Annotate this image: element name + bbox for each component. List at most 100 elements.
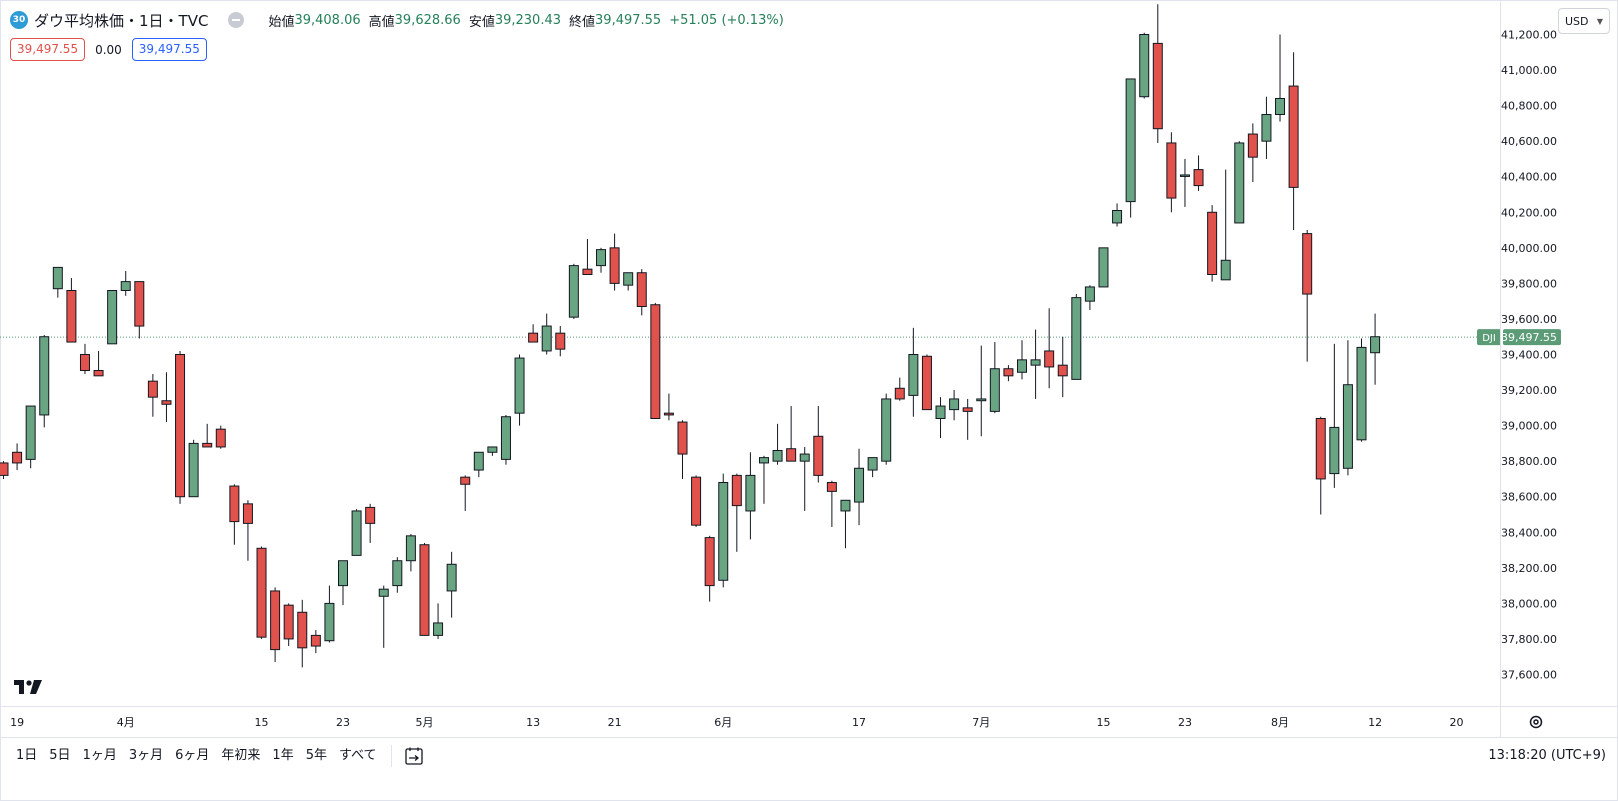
- candle[interactable]: [935, 397, 946, 439]
- candle[interactable]: [161, 372, 172, 423]
- candle[interactable]: [188, 439, 199, 498]
- candle[interactable]: [52, 266, 63, 298]
- candle[interactable]: [378, 585, 389, 648]
- candle[interactable]: [1017, 340, 1027, 380]
- candle[interactable]: [433, 603, 444, 639]
- candle[interactable]: [528, 324, 539, 343]
- candle[interactable]: [419, 542, 430, 636]
- candle[interactable]: [921, 354, 932, 411]
- candle[interactable]: [1275, 34, 1286, 122]
- candle[interactable]: [1112, 203, 1123, 227]
- candle[interactable]: [609, 233, 620, 291]
- candle[interactable]: [310, 630, 321, 654]
- candle[interactable]: [351, 509, 362, 556]
- range-button[interactable]: 1年: [272, 748, 294, 763]
- candle[interactable]: [175, 350, 186, 504]
- candle[interactable]: [745, 452, 756, 540]
- candle[interactable]: [1302, 230, 1313, 362]
- candle[interactable]: [473, 451, 484, 478]
- candle[interactable]: [25, 405, 36, 469]
- candle[interactable]: [0, 461, 9, 479]
- candle[interactable]: [487, 446, 498, 456]
- candle[interactable]: [541, 313, 552, 355]
- candle[interactable]: [786, 406, 797, 462]
- candle[interactable]: [1044, 308, 1055, 389]
- candle[interactable]: [881, 393, 892, 465]
- candle[interactable]: [894, 377, 905, 401]
- candle[interactable]: [1166, 132, 1177, 213]
- range-button[interactable]: すべて: [338, 748, 377, 763]
- candle[interactable]: [596, 247, 607, 273]
- candle[interactable]: [555, 326, 566, 357]
- candle[interactable]: [229, 484, 240, 545]
- buy-price-button[interactable]: 39,497.55: [131, 38, 207, 61]
- symbol-title[interactable]: ダウ平均株価・1日・TVC: [34, 11, 209, 30]
- candle[interactable]: [1356, 338, 1367, 442]
- candle[interactable]: [460, 475, 471, 511]
- candle[interactable]: [500, 414, 511, 465]
- candle[interactable]: [962, 398, 973, 440]
- candle[interactable]: [1329, 343, 1340, 488]
- range-button[interactable]: 年初来: [221, 748, 261, 763]
- candle[interactable]: [283, 603, 294, 647]
- settings-gear-icon[interactable]: [1528, 714, 1544, 730]
- candle[interactable]: [867, 457, 878, 478]
- candle[interactable]: [1084, 285, 1095, 311]
- sell-price-button[interactable]: 39,497.55: [10, 38, 86, 61]
- candle[interactable]: [1152, 4, 1163, 143]
- candle[interactable]: [134, 281, 145, 339]
- candle[interactable]: [799, 446, 810, 511]
- candle[interactable]: [1220, 169, 1231, 281]
- clock-timezone[interactable]: 13:18:20 (UTC+9): [1488, 748, 1606, 763]
- candle[interactable]: [772, 423, 783, 465]
- candle[interactable]: [324, 585, 335, 643]
- candle[interactable]: [1370, 313, 1381, 385]
- candle[interactable]: [650, 302, 661, 420]
- candle[interactable]: [1030, 329, 1041, 399]
- hide-series-icon[interactable]: [228, 12, 245, 28]
- candle[interactable]: [908, 327, 919, 417]
- candle[interactable]: [1342, 340, 1353, 476]
- candle[interactable]: [107, 290, 118, 345]
- candle[interactable]: [120, 270, 131, 296]
- candle[interactable]: [215, 425, 226, 449]
- candle[interactable]: [813, 406, 824, 483]
- candle[interactable]: [949, 390, 960, 421]
- candle[interactable]: [297, 599, 308, 668]
- candle[interactable]: [392, 557, 403, 593]
- candle[interactable]: [202, 423, 213, 448]
- candle[interactable]: [242, 500, 253, 561]
- candle[interactable]: [568, 263, 579, 319]
- candle[interactable]: [256, 546, 267, 639]
- candle[interactable]: [1179, 158, 1190, 207]
- candle[interactable]: [1003, 365, 1014, 382]
- candle[interactable]: [1207, 205, 1218, 282]
- range-button[interactable]: 5日: [49, 748, 71, 763]
- candle[interactable]: [758, 455, 769, 504]
- candle[interactable]: [976, 345, 987, 437]
- candle[interactable]: [1139, 32, 1150, 99]
- candle[interactable]: [1261, 96, 1272, 159]
- candle[interactable]: [1247, 123, 1258, 183]
- candle[interactable]: [405, 534, 416, 572]
- range-button[interactable]: 5年: [305, 748, 327, 763]
- range-button[interactable]: 3ヶ月: [128, 748, 164, 763]
- candle[interactable]: [514, 354, 525, 426]
- candle[interactable]: [1234, 141, 1245, 224]
- candle[interactable]: [66, 278, 77, 343]
- candle[interactable]: [1125, 78, 1136, 218]
- range-button[interactable]: 1日: [16, 748, 38, 763]
- candle[interactable]: [826, 480, 837, 527]
- candle[interactable]: [1193, 155, 1204, 191]
- candle[interactable]: [623, 272, 634, 291]
- candle[interactable]: [989, 342, 1000, 414]
- currency-select[interactable]: USD ▼: [1558, 8, 1610, 34]
- candle[interactable]: [582, 238, 593, 275]
- candle[interactable]: [1071, 294, 1082, 380]
- range-button[interactable]: 6ヶ月: [175, 748, 210, 763]
- candle[interactable]: [93, 350, 104, 377]
- candle[interactable]: [677, 420, 688, 479]
- candle[interactable]: [12, 443, 23, 471]
- candle[interactable]: [446, 551, 457, 618]
